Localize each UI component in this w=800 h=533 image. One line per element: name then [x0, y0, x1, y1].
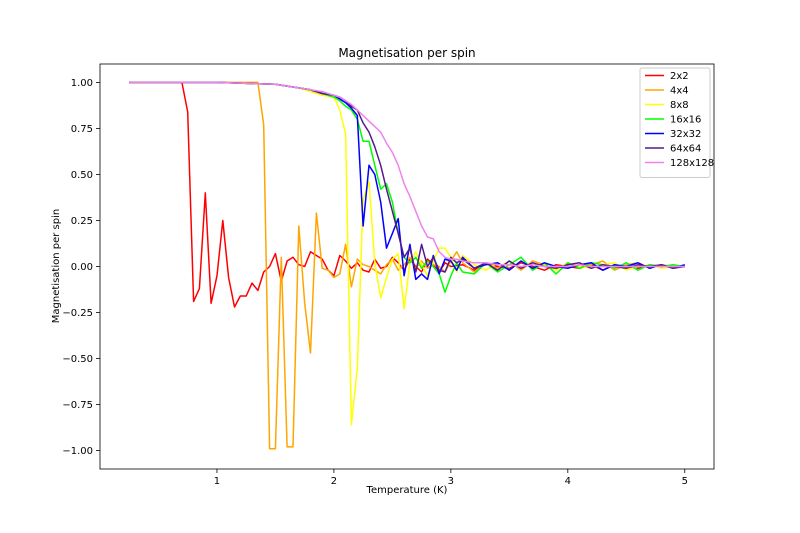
y-tick-label: −0.25 — [62, 308, 93, 319]
legend-label: 4x4 — [670, 86, 689, 97]
chart-title: Magnetisation per spin — [338, 46, 475, 60]
y-tick-label: −0.50 — [62, 354, 93, 365]
legend-label: 16x16 — [670, 115, 701, 126]
x-tick-label: 5 — [682, 476, 688, 487]
y-tick-label: 0.75 — [71, 124, 93, 135]
legend: 2x2 4x4 8x8 16x16 32x32 64x64 128x128 — [639, 67, 714, 178]
legend-label: 128x128 — [670, 158, 714, 169]
legend-label: 32x32 — [670, 129, 701, 140]
y-axis-ticks: −1.00 −0.75 −0.50 −0.25 0.00 0.25 0.50 0.75 1.00 — [62, 78, 100, 457]
y-tick-label: 0.25 — [71, 216, 93, 227]
series-line-128x128 — [129, 81, 685, 268]
y-tick-label: −1.00 — [62, 446, 93, 457]
x-tick-label: 4 — [565, 476, 571, 487]
y-tick-label: 0.50 — [71, 170, 93, 181]
legend-label: 8x8 — [670, 100, 689, 111]
legend-label: 2x2 — [670, 71, 689, 82]
x-axis-label: Temperature (K) — [366, 485, 448, 496]
y-tick-label: 0.00 — [71, 262, 93, 273]
x-tick-label: 2 — [331, 476, 337, 487]
y-tick-label: −0.75 — [62, 400, 93, 411]
legend-box — [639, 67, 711, 178]
x-tick-label: 1 — [214, 476, 220, 487]
series-layer — [129, 81, 686, 450]
legend-label: 64x64 — [670, 144, 701, 155]
y-tick-label: 1.00 — [71, 78, 93, 89]
x-axis-ticks: 1 2 3 4 5 — [214, 469, 688, 487]
x-tick-label: 3 — [448, 476, 454, 487]
y-axis-label: Magnetisation per spin — [51, 209, 62, 323]
